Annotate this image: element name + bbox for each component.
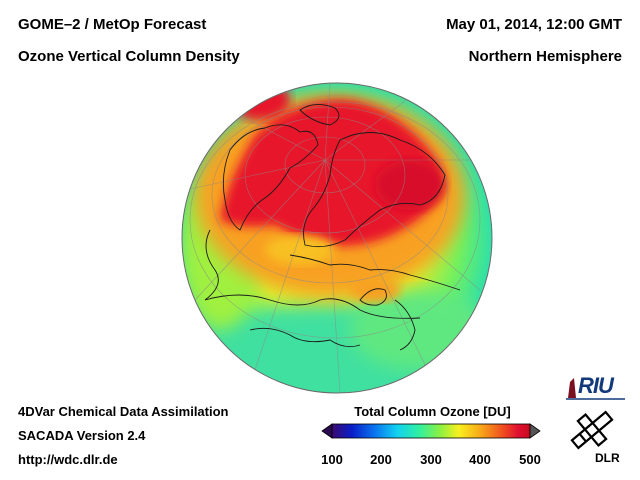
hemisphere-label: Northern Hemisphere xyxy=(468,48,622,65)
colorbar-tick-500: 500 xyxy=(519,452,541,467)
footer-version: SACADA Version 2.4 xyxy=(18,428,146,443)
colorbar-min-arrow xyxy=(321,423,333,439)
colorbar-tick-100: 100 xyxy=(321,452,343,467)
title-line-2: Ozone Vertical Column Density xyxy=(18,48,240,65)
mid-ozone-patch-caspian xyxy=(350,278,400,302)
coastlines xyxy=(204,104,461,351)
globe-outline xyxy=(181,82,493,394)
dlr-logo-text: DLR xyxy=(595,451,620,465)
dlr-logo-mark xyxy=(570,410,614,450)
forecast-date: May 01, 2014, 12:00 GMT xyxy=(446,16,622,33)
colorbar-title: Total Column Ozone [DU] xyxy=(354,404,511,419)
title-line-1: GOME–2 / MetOp Forecast xyxy=(18,16,207,33)
graticule xyxy=(184,83,481,393)
high-ozone-patch-east xyxy=(375,160,445,210)
footer-method: 4DVar Chemical Data Assimilation xyxy=(18,404,229,419)
colorbar-tick-200: 200 xyxy=(370,452,392,467)
footer-url[interactable]: http://wdc.dlr.de xyxy=(18,452,118,467)
mid-ozone-patch-europe xyxy=(265,235,335,265)
riu-logo-mark xyxy=(568,378,576,398)
riu-logo-text: RIU xyxy=(578,373,614,398)
colorbar-tick-400: 400 xyxy=(469,452,491,467)
colorbar-tick-300: 300 xyxy=(420,452,442,467)
colorbar-max-arrow xyxy=(529,423,541,439)
